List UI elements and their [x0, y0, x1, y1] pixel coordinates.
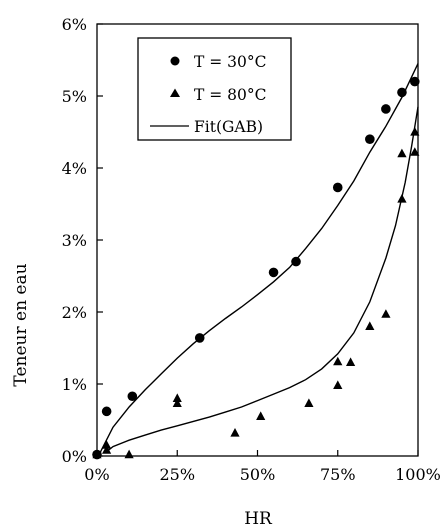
y-tick-label: 6%	[62, 15, 87, 34]
legend: T = 30°C T = 80°C Fit(GAB)	[137, 37, 292, 141]
legend-label-80c: T = 80°C	[194, 86, 267, 104]
point-80c	[365, 321, 375, 330]
x-tick-label: 0%	[84, 465, 109, 484]
point-30c	[127, 391, 138, 402]
point-80c	[124, 449, 134, 459]
y-axis: 0% 1% 2% 3% 4% 5% 6%	[62, 15, 103, 466]
legend-marker-30c	[170, 56, 180, 66]
point-80c	[230, 428, 240, 437]
x-tick-label: 100%	[395, 465, 441, 484]
legend-box	[137, 37, 292, 141]
y-tick-label: 2%	[62, 303, 87, 322]
y-axis-label: Teneur en eau	[11, 263, 31, 386]
point-80c	[381, 309, 391, 318]
point-80c	[410, 127, 420, 136]
point-30c	[268, 267, 279, 278]
x-tick-label: 75%	[320, 465, 356, 484]
point-80c	[397, 194, 407, 203]
point-80c	[304, 398, 314, 407]
point-80c	[102, 445, 112, 454]
y-tick-label: 0%	[62, 447, 87, 466]
data-markers	[92, 76, 420, 460]
legend-label-fit: Fit(GAB)	[194, 118, 263, 136]
point-30c	[397, 87, 407, 98]
x-tick-label: 50%	[240, 465, 276, 484]
x-tick-label: 25%	[159, 465, 195, 484]
point-30c	[381, 104, 391, 114]
legend-label-30c: T = 30°C	[194, 53, 267, 71]
point-80c	[397, 148, 407, 158]
y-tick-label: 1%	[62, 375, 87, 394]
y-tick-label: 3%	[62, 231, 87, 250]
point-80c	[102, 440, 112, 449]
point-80c	[92, 449, 102, 459]
fit-gab-curve-80c	[106, 106, 419, 453]
point-80c	[333, 356, 343, 366]
point-80c	[256, 411, 266, 420]
fit-curves	[99, 63, 419, 453]
point-30c	[409, 76, 420, 87]
point-30c	[101, 406, 112, 417]
x-axis: 0% 25% 50% 75% 100%	[84, 450, 441, 484]
point-80c	[172, 393, 182, 402]
y-tick-label: 4%	[62, 159, 87, 178]
fit-gab-curve-30c	[99, 63, 419, 453]
point-80c	[172, 398, 182, 407]
point-80c	[410, 147, 420, 156]
y-tick-label: 5%	[62, 87, 87, 106]
point-80c	[333, 380, 343, 389]
x-axis-label: HR	[244, 509, 273, 529]
point-30c	[365, 134, 375, 144]
point-30c	[194, 333, 205, 343]
point-30c	[291, 256, 301, 267]
legend-marker-80c	[170, 88, 180, 97]
point-80c	[346, 357, 356, 366]
point-30c	[332, 182, 343, 193]
